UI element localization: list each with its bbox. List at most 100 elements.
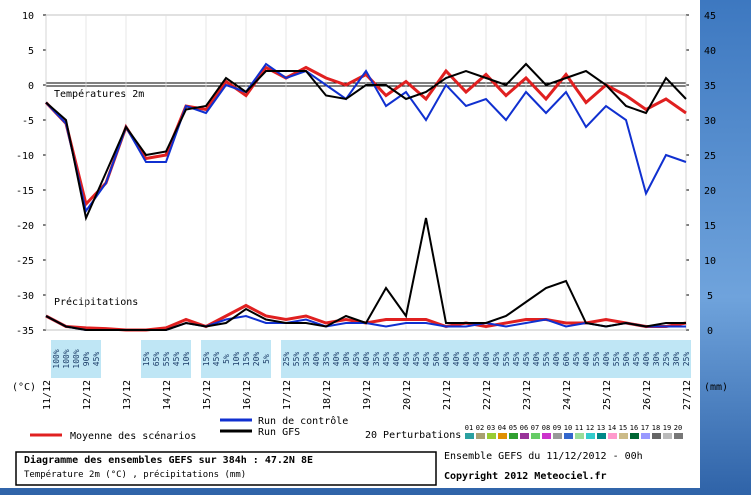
- precip-probability: 55%: [502, 352, 511, 367]
- precip-probability: 55%: [292, 352, 301, 367]
- legend-swatch: [553, 433, 562, 439]
- x-tick-label: 15/12: [202, 380, 213, 410]
- legend-label: 13: [597, 424, 605, 432]
- precip-probability: 30%: [652, 352, 661, 367]
- snow-box: [451, 340, 461, 378]
- precip-probability: 100%: [52, 349, 61, 368]
- legend-swatch: [674, 433, 683, 439]
- y2-tick-label: 40: [704, 46, 716, 57]
- snow-box: [311, 340, 321, 378]
- snow-box: [211, 340, 221, 378]
- legend-label: 03: [487, 424, 495, 432]
- legend-label: 10: [564, 424, 572, 432]
- snow-box: [411, 340, 421, 378]
- snow-box: [171, 340, 181, 378]
- snow-box: [421, 340, 431, 378]
- legend-swatch: [487, 433, 496, 439]
- legend-label: 16: [630, 424, 638, 432]
- precip-probability: 5%: [222, 354, 231, 364]
- x-tick-label: 25/12: [602, 380, 613, 410]
- precip-probability: 40%: [312, 352, 321, 367]
- precip-probability: 40%: [602, 352, 611, 367]
- legend-swatch: [630, 433, 639, 439]
- snow-box: [571, 340, 581, 378]
- title-box: [15, 451, 437, 486]
- y-tick-label: -5: [22, 116, 34, 127]
- legend-label: 20: [674, 424, 682, 432]
- precip-probability: 25%: [682, 352, 691, 367]
- precip-probability: 35%: [372, 352, 381, 367]
- legend-label: Run GFS: [258, 427, 300, 438]
- precip-probability: 35%: [302, 352, 311, 367]
- snow-box: [391, 340, 401, 378]
- snow-box: [661, 340, 671, 378]
- legend-label: 19: [663, 424, 671, 432]
- y-tick-label: -30: [16, 291, 34, 302]
- snow-box: [671, 340, 681, 378]
- snow-box: [631, 340, 641, 378]
- y2-tick-label: 5: [707, 291, 713, 302]
- y-tick-label: -20: [16, 221, 34, 232]
- chart-background: [0, 0, 700, 488]
- precip-probability: 90%: [82, 352, 91, 367]
- y-tick-label: 5: [28, 46, 34, 57]
- snow-box: [601, 340, 611, 378]
- snow-box: [681, 340, 691, 378]
- snow-box: [541, 340, 551, 378]
- precip-probability: 45%: [212, 352, 221, 367]
- snow-box: [531, 340, 541, 378]
- chart-subtitle: Température 2m (°C) , précipitations (mm…: [24, 469, 246, 480]
- legend-swatch: [465, 433, 474, 439]
- precip-probability: 40%: [482, 352, 491, 367]
- precip-probability: 45%: [472, 352, 481, 367]
- snow-box: [51, 340, 61, 378]
- precip-probability: 45%: [492, 352, 501, 367]
- snow-box: [81, 340, 91, 378]
- snow-box: [651, 340, 661, 378]
- snow-box: [251, 340, 261, 378]
- snow-box: [401, 340, 411, 378]
- snow-box: [621, 340, 631, 378]
- snow-box: [301, 340, 311, 378]
- snow-box: [471, 340, 481, 378]
- x-tick-label: 13/12: [122, 380, 133, 410]
- legend-label: 14: [608, 424, 616, 432]
- legend-label: 15: [619, 424, 627, 432]
- snow-box: [371, 340, 381, 378]
- legend-label: 11: [575, 424, 583, 432]
- run-label: Ensemble GEFS du 11/12/2012 - 00h: [444, 451, 643, 462]
- snow-box: [581, 340, 591, 378]
- snow-box: [141, 340, 151, 378]
- precip-probability: 45%: [172, 352, 181, 367]
- snow-box: [491, 340, 501, 378]
- y-tick-label: -25: [16, 256, 34, 267]
- snow-box: [481, 340, 491, 378]
- y-tick-label: 0: [28, 81, 34, 92]
- legend-label: 01: [465, 424, 473, 432]
- x-tick-label: 23/12: [522, 380, 533, 410]
- legend-swatch: [575, 433, 584, 439]
- snow-box: [321, 340, 331, 378]
- snow-box: [521, 340, 531, 378]
- legend-swatch: [476, 433, 485, 439]
- x-tick-label: 14/12: [162, 380, 173, 410]
- series-line: [45, 62, 687, 222]
- y2-tick-label: 20: [704, 186, 716, 197]
- precip-probability: 55%: [542, 352, 551, 367]
- snow-box: [291, 340, 301, 378]
- precip-probability: 45%: [92, 352, 101, 367]
- precip-probability: 45%: [352, 352, 361, 367]
- snow-box: [611, 340, 621, 378]
- snow-box: [591, 340, 601, 378]
- precip-probability: 20%: [252, 352, 261, 367]
- legend-label: 07: [531, 424, 539, 432]
- y2-tick-label: 15: [704, 221, 716, 232]
- legend-label: Moyenne des scénarios: [70, 430, 196, 442]
- snow-box: [151, 340, 161, 378]
- precip-probability: 35%: [322, 352, 331, 367]
- snow-box: [261, 340, 271, 378]
- y2-axis-label: (mm): [704, 382, 728, 393]
- series-line: [45, 62, 687, 214]
- precip-probability: 25%: [282, 352, 291, 367]
